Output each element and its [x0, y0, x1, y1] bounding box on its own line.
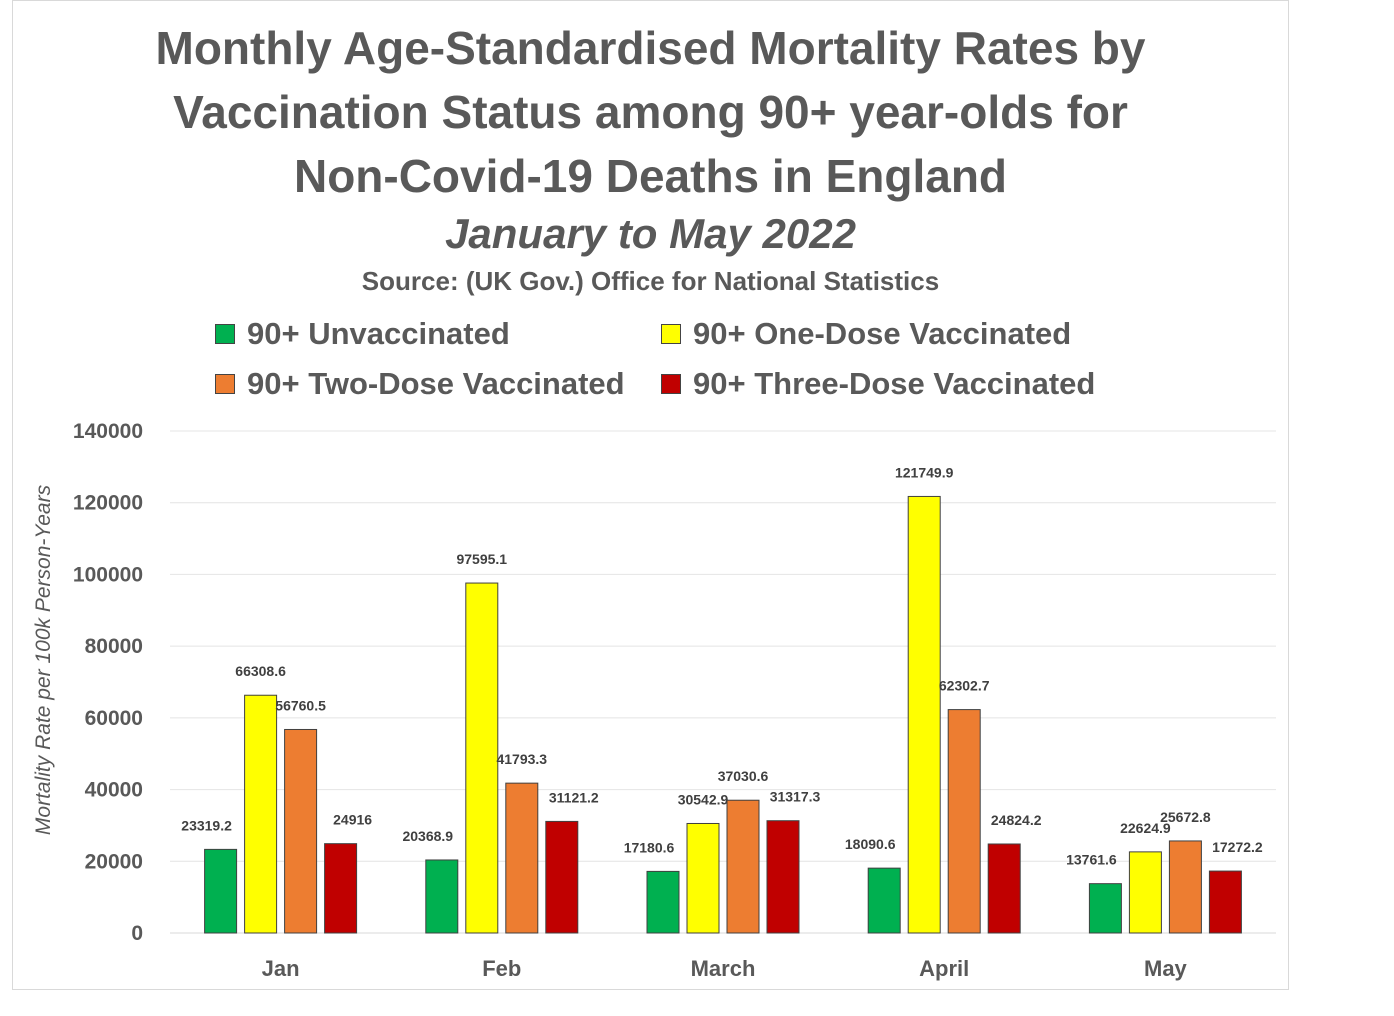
y-tick-label: 100000	[73, 563, 143, 586]
chart-subtitle: January to May 2022	[445, 210, 856, 257]
legend-swatch	[661, 324, 681, 344]
title-line: Vaccination Status among 90+ year-olds f…	[173, 86, 1128, 138]
legend-label: 90+ One-Dose Vaccinated	[693, 316, 1072, 351]
y-tick-label: 120000	[73, 492, 143, 515]
data-label: 18090.6	[845, 836, 896, 852]
bar	[947, 709, 981, 934]
data-label: 66308.6	[235, 663, 286, 679]
legend-item-two-dose: 90+ Two-Dose Vaccinated	[215, 366, 625, 402]
bar	[1088, 883, 1122, 934]
bar	[204, 848, 238, 934]
chart-frame	[12, 0, 1289, 990]
data-label: 121749.9	[895, 464, 954, 480]
data-label: 20368.9	[402, 828, 453, 844]
bar	[987, 843, 1021, 934]
y-tick-label: 20000	[85, 850, 143, 873]
data-label: 97595.1	[456, 551, 507, 567]
legend-label: 90+ Three-Dose Vaccinated	[693, 366, 1096, 401]
legend-item-three-dose: 90+ Three-Dose Vaccinated	[661, 366, 1095, 402]
data-label: 23319.2	[181, 817, 232, 833]
data-label: 31121.2	[549, 789, 599, 805]
legend-swatch	[215, 324, 235, 344]
legend-label: 90+ Two-Dose Vaccinated	[247, 366, 625, 401]
chart-title: Monthly Age-Standardised Mortality Rates…	[12, 16, 1289, 208]
bar	[1208, 870, 1242, 934]
x-tick-label: May	[1144, 956, 1188, 981]
data-label: 56760.5	[275, 697, 326, 713]
bar	[545, 820, 579, 934]
bar	[1128, 851, 1162, 934]
x-tick-label: April	[919, 956, 969, 981]
y-tick-label: 40000	[85, 779, 143, 802]
legend-swatch	[661, 374, 681, 394]
legend-item-one-dose: 90+ One-Dose Vaccinated	[661, 316, 1071, 352]
bar	[465, 582, 499, 934]
bar	[505, 782, 539, 934]
chart-source: Source: (UK Gov.) Office for National St…	[361, 266, 940, 296]
legend-swatch	[215, 374, 235, 394]
bar	[284, 728, 318, 934]
title-line: Monthly Age-Standardised Mortality Rates…	[155, 22, 1146, 74]
legend-item-unvaccinated: 90+ Unvaccinated	[215, 316, 510, 352]
y-tick-label: 0	[131, 922, 143, 945]
data-label: 17180.6	[624, 839, 675, 855]
bar	[1168, 840, 1202, 934]
data-label: 30542.9	[678, 791, 729, 807]
bar	[867, 867, 901, 934]
y-tick-label: 80000	[85, 635, 143, 658]
bar	[907, 495, 941, 934]
data-label: 41793.3	[496, 751, 547, 767]
data-label: 24916	[333, 812, 372, 828]
data-label: 31317.3	[770, 789, 821, 805]
x-tick-label: Jan	[262, 956, 300, 981]
bar	[244, 694, 278, 934]
data-label: 37030.6	[718, 768, 769, 784]
y-tick-label: 60000	[85, 707, 143, 730]
y-tick-label: 140000	[73, 420, 143, 443]
bar	[766, 820, 800, 934]
legend-label: 90+ Unvaccinated	[247, 316, 510, 351]
bar	[646, 870, 680, 934]
x-tick-label: March	[691, 956, 756, 981]
x-tick-label: Feb	[482, 956, 521, 981]
bar	[324, 843, 358, 934]
data-label: 13761.6	[1066, 852, 1117, 868]
bar	[686, 822, 720, 934]
title-line: Non-Covid-19 Deaths in England	[293, 150, 1008, 202]
data-label: 22624.9	[1120, 820, 1171, 836]
bar	[726, 799, 760, 934]
data-label: 17272.2	[1212, 839, 1263, 855]
data-label: 24824.2	[991, 812, 1042, 828]
y-axis-label: Mortality Rate per 100k Person-Years	[32, 484, 55, 835]
data-label: 62302.7	[939, 678, 990, 694]
bar	[425, 859, 459, 934]
data-label: 25672.8	[1160, 809, 1211, 825]
